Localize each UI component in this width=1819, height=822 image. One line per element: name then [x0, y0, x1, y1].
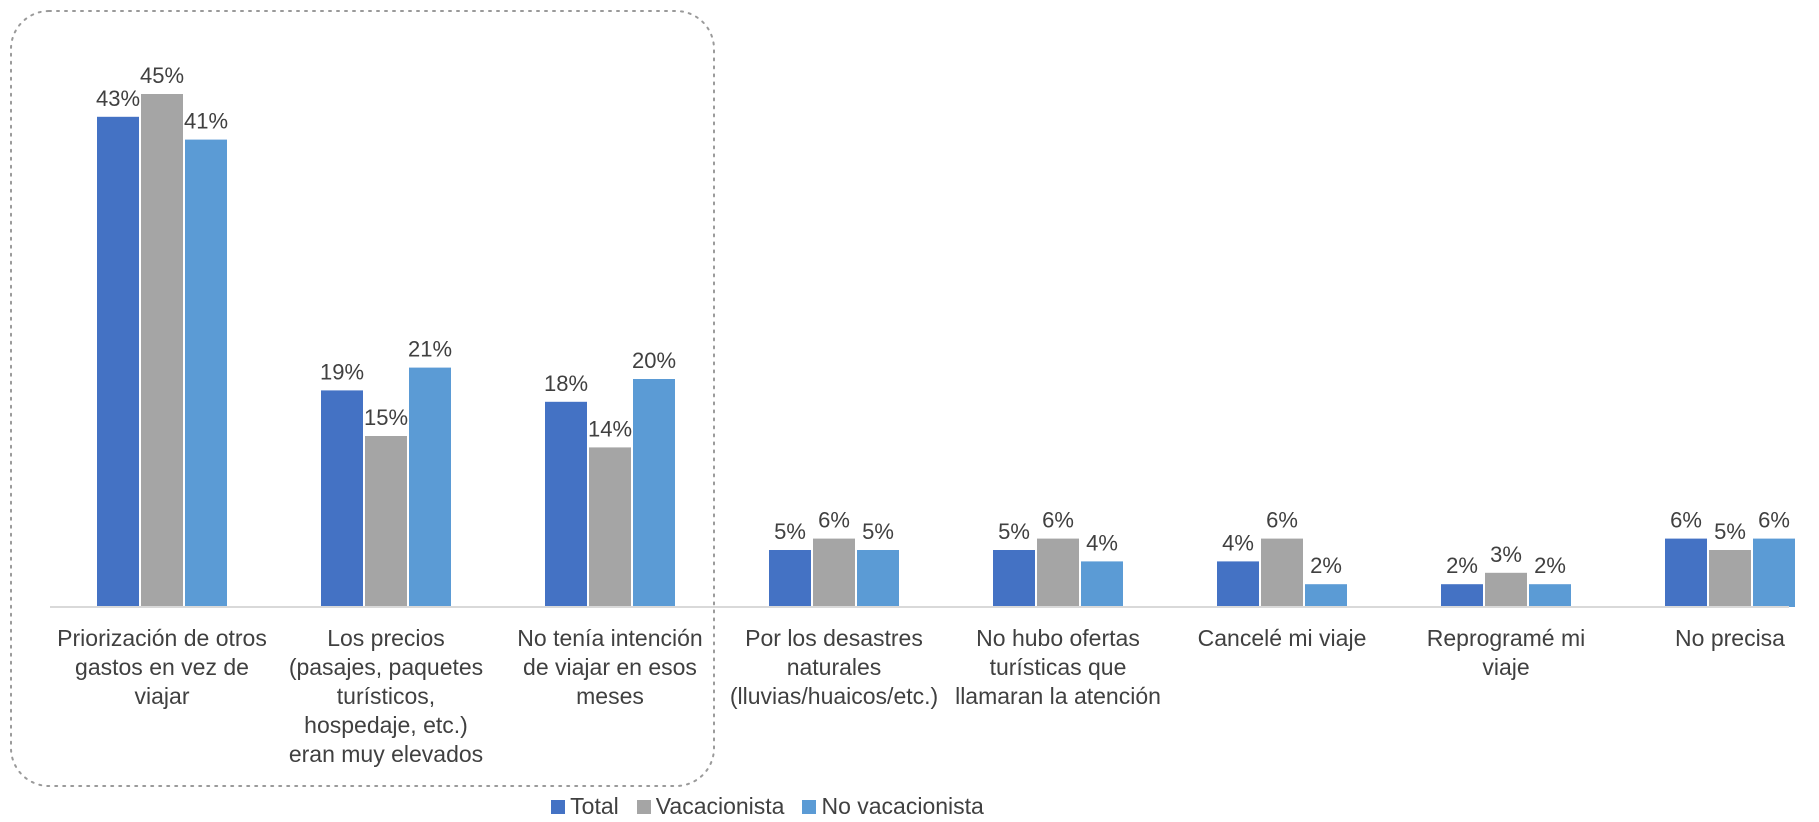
bar-total-5: [1217, 561, 1259, 607]
bar-no-vacacionista-7: [1753, 538, 1795, 607]
bar-no-vacacionista-3: [857, 550, 899, 607]
legend-item-no-vacacionista: No vacacionista: [802, 793, 984, 820]
highlight-frame: [10, 10, 715, 787]
data-labels-group: 43%45%41% 19%15% 21% 18%14% 20% 5% 6% 5% 5% 6% 4% 4…: [96, 63, 1790, 578]
legend: Total Vacacionista No vacacionista: [0, 793, 1684, 820]
data-label-total-7: 6%: [1670, 508, 1702, 533]
bar-no-vacacionista-1: [409, 367, 451, 607]
data-label-no-vacacionista-0: 41%: [184, 109, 228, 134]
data-label-vacacionista-2: 14%: [588, 416, 632, 441]
legend-label: Total: [570, 793, 619, 819]
data-label-total-0: 43%: [96, 86, 140, 111]
bar-total-6: [1441, 584, 1483, 607]
category-label-line: turísticos,: [336, 683, 436, 709]
bar-total-4: [993, 550, 1035, 607]
data-label-total-6: 2%: [1446, 553, 1478, 578]
category-label-line: de viajar en esos: [523, 654, 697, 680]
data-label-total-5: 4%: [1222, 530, 1254, 555]
bar-vacacionista-1: [365, 436, 407, 607]
bar-vacacionista-3: [813, 538, 855, 607]
category-label-1: Los precios (pasajes, paquetes turísticos,…: [281, 624, 491, 769]
category-label-line: eran muy elevados: [288, 741, 484, 767]
category-label-line: hospedaje, etc.): [304, 712, 468, 738]
bar-no-vacacionista-0: [185, 139, 227, 607]
bar-no-vacacionista-6: [1529, 584, 1571, 607]
bar-vacacionista-6: [1485, 572, 1527, 607]
data-label-vacacionista-6: 3%: [1490, 542, 1522, 567]
category-label-line: (pasajes, paquetes: [288, 654, 484, 680]
category-label-line: No hubo ofertas: [976, 625, 1140, 651]
data-label-vacacionista-1: 15%: [364, 405, 408, 430]
bar-vacacionista-2: [589, 447, 631, 607]
category-label-line: gastos en vez de: [75, 654, 249, 680]
category-label-line: No tenía intención: [517, 625, 703, 651]
data-label-vacacionista-5: 6%: [1266, 508, 1298, 533]
data-label-total-1: 19%: [320, 359, 364, 384]
category-label-5: Cancelé mi viaje: [1177, 624, 1387, 653]
data-label-no-vacacionista-3: 5%: [862, 519, 894, 544]
bar-vacacionista-4: [1037, 538, 1079, 607]
bar-vacacionista-5: [1261, 538, 1303, 607]
bar-total-2: [545, 401, 587, 607]
data-label-vacacionista-0: 45%: [140, 63, 184, 88]
category-label-line: No precisa: [1675, 625, 1785, 651]
category-label-line: turísticas que: [989, 654, 1127, 680]
category-label-line: Priorización de otros: [57, 625, 267, 651]
category-label-line: llamaran la atención: [955, 683, 1161, 709]
data-label-no-vacacionista-6: 2%: [1534, 553, 1566, 578]
category-label-4: No hubo ofertas turísticas que llamaran la…: [953, 624, 1163, 711]
bar-no-vacacionista-5: [1305, 584, 1347, 607]
category-label-3: Por los desastres naturales (lluvias/huaic…: [729, 624, 939, 711]
data-label-vacacionista-7: 5%: [1714, 519, 1746, 544]
data-label-total-4: 5%: [998, 519, 1030, 544]
category-label-line: (lluvias/huaicos/etc.): [729, 683, 939, 709]
bar-vacacionista-0: [141, 94, 183, 607]
category-label-line: naturales: [786, 654, 882, 680]
data-label-no-vacacionista-5: 2%: [1310, 553, 1342, 578]
category-label-line: Cancelé mi viaje: [1197, 625, 1367, 651]
bar-vacacionista-7: [1709, 550, 1751, 607]
data-label-no-vacacionista-1: 21%: [408, 337, 452, 362]
category-label-0: Priorización de otros gastos en vez de via…: [57, 624, 267, 711]
data-label-no-vacacionista-7: 6%: [1758, 508, 1790, 533]
data-label-no-vacacionista-4: 4%: [1086, 530, 1118, 555]
category-label-line: viajar: [134, 683, 190, 709]
bar-total-3: [769, 550, 811, 607]
category-label-line: Por los desastres: [745, 625, 923, 651]
bar-total-7: [1665, 538, 1707, 607]
category-label-line: Los precios: [327, 625, 445, 651]
data-label-total-3: 5%: [774, 519, 806, 544]
data-label-no-vacacionista-2: 20%: [632, 348, 676, 373]
bars-group: [97, 94, 1795, 608]
bar-no-vacacionista-4: [1081, 561, 1123, 607]
legend-item-total: Total: [551, 793, 619, 820]
category-label-7: No precisa: [1625, 624, 1819, 653]
category-label-line: Reprogramé mi viaje: [1426, 625, 1586, 680]
legend-swatch: [802, 799, 817, 814]
bar-total-0: [97, 116, 139, 608]
category-label-6: Reprogramé mi viaje: [1401, 624, 1611, 682]
bar-no-vacacionista-2: [633, 379, 675, 607]
data-label-vacacionista-3: 6%: [818, 508, 850, 533]
bar-total-1: [321, 390, 363, 607]
category-label-line: meses: [576, 683, 644, 709]
legend-label: Vacacionista: [655, 793, 785, 819]
legend-swatch: [636, 799, 651, 814]
legend-item-vacacionista: Vacacionista: [636, 793, 785, 820]
data-label-vacacionista-4: 6%: [1042, 508, 1074, 533]
legend-swatch: [551, 799, 566, 814]
category-label-2: No tenía intención de viajar en esos meses: [505, 624, 715, 711]
data-label-total-2: 18%: [544, 371, 588, 396]
legend-label: No vacacionista: [821, 793, 984, 819]
